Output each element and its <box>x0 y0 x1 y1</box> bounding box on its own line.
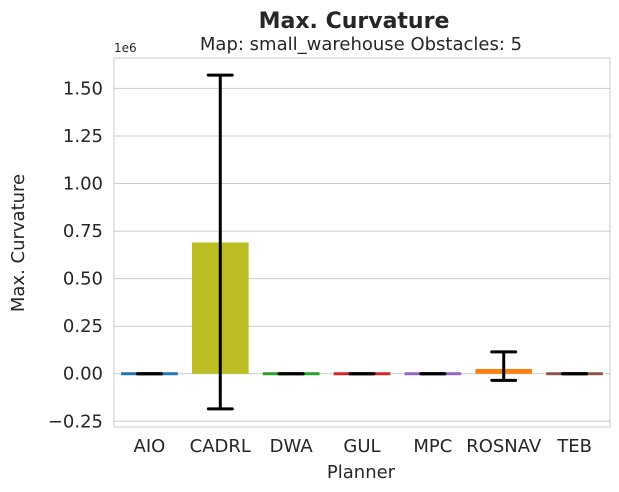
x-tick-label: ROSNAV <box>466 436 542 457</box>
y-tick-label: −0.25 <box>48 411 103 432</box>
x-tick-label: AIO <box>134 436 166 457</box>
y-tick-label: 0.00 <box>63 364 103 385</box>
x-axis-label: Planner <box>327 462 396 483</box>
x-tick-label: DWA <box>270 436 314 457</box>
x-tick-label: CADRL <box>190 436 251 457</box>
y-tick-label: 0.75 <box>63 221 103 242</box>
x-tick-label: GUL <box>343 436 380 457</box>
y-tick-label: 1.50 <box>63 78 103 99</box>
y-tick-label: 0.25 <box>63 316 103 337</box>
y-scale-offset: 1e6 <box>114 41 137 55</box>
x-tick-label: MPC <box>413 436 452 457</box>
y-tick-label: 1.00 <box>63 174 103 195</box>
plot-area: −0.25 0.00 0.25 0.50 0.75 1.00 1.25 1.50 AIO CADR… <box>48 57 611 457</box>
y-axis-label: Max. Curvature <box>8 174 29 312</box>
y-tick-label: 1.25 <box>63 126 103 147</box>
x-tick-label: TEB <box>556 436 592 457</box>
chart-suptitle: Max. Curvature <box>259 9 450 34</box>
chart-title: Map: small_warehouse Obstacles: 5 <box>200 34 522 55</box>
y-tick-label: 0.50 <box>63 269 103 290</box>
plot-frame <box>113 57 611 428</box>
